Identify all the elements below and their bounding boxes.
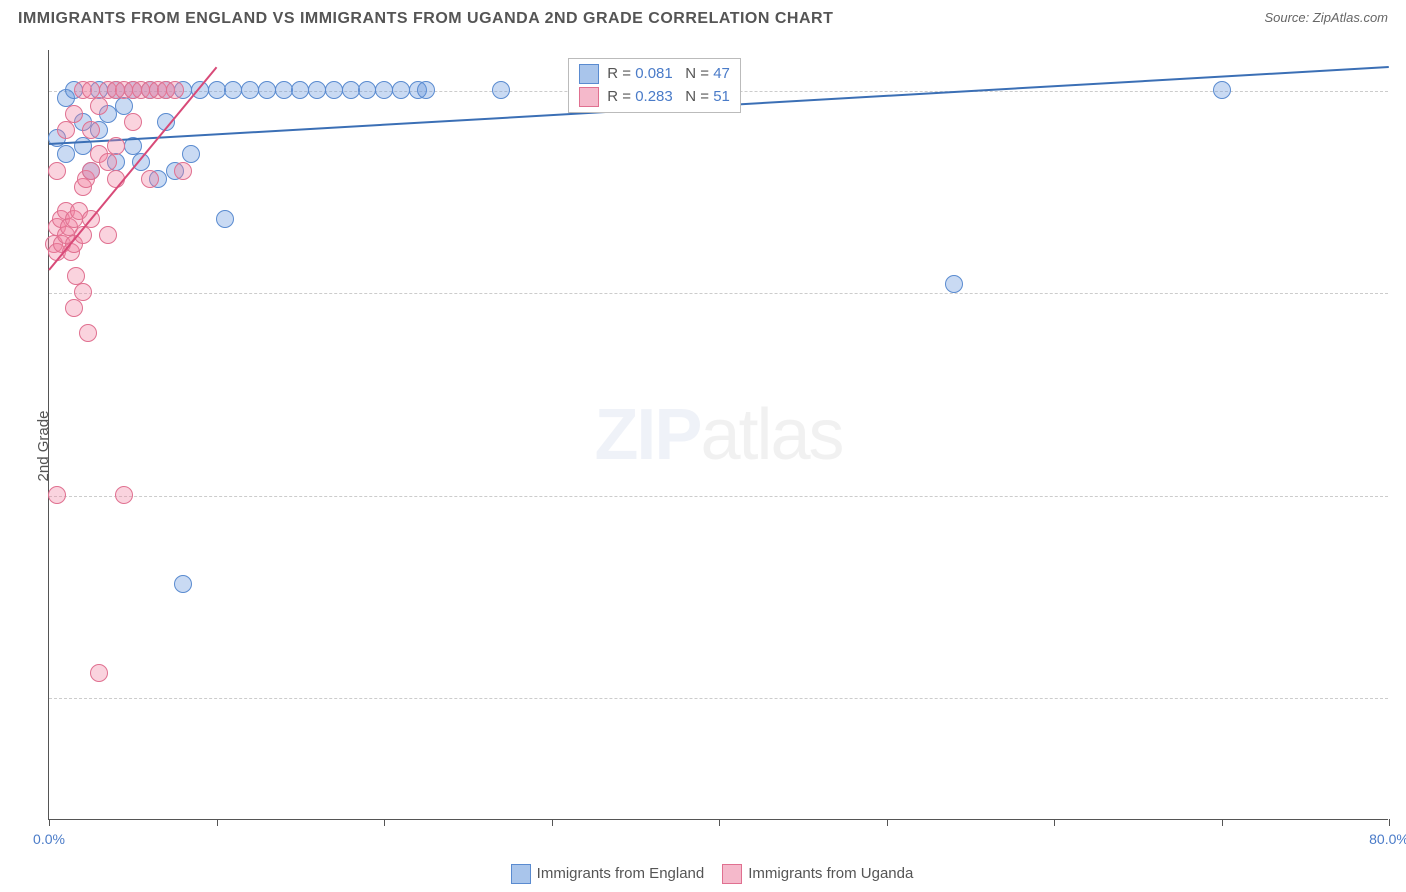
data-point	[392, 81, 410, 99]
data-point	[291, 81, 309, 99]
data-point	[342, 81, 360, 99]
legend-swatch	[579, 64, 599, 84]
legend-stats-row: R = 0.081 N = 47	[579, 63, 730, 86]
data-point	[258, 81, 276, 99]
y-tick-label: 92.5%	[1396, 690, 1406, 706]
x-tick	[719, 819, 720, 826]
legend-bottom: Immigrants from England Immigrants from U…	[0, 864, 1406, 884]
data-point	[48, 162, 66, 180]
legend-swatch	[722, 864, 742, 884]
data-point	[492, 81, 510, 99]
data-point	[174, 162, 192, 180]
data-point	[275, 81, 293, 99]
data-point	[166, 81, 184, 99]
x-tick	[1222, 819, 1223, 826]
legend-r-value: 0.283	[635, 88, 673, 105]
data-point	[216, 210, 234, 228]
chart-title: IMMIGRANTS FROM ENGLAND VS IMMIGRANTS FR…	[18, 10, 833, 27]
data-point	[74, 283, 92, 301]
data-point	[90, 664, 108, 682]
data-point	[82, 162, 100, 180]
x-tick	[887, 819, 888, 826]
data-point	[124, 113, 142, 131]
x-tick	[1389, 819, 1390, 826]
legend-series-name: Immigrants from Uganda	[748, 865, 913, 882]
watermark: ZIPatlas	[594, 394, 842, 476]
data-point	[358, 81, 376, 99]
data-point	[945, 275, 963, 293]
data-point	[82, 81, 100, 99]
gridline	[49, 496, 1388, 497]
legend-n-label: N =	[685, 65, 713, 82]
y-tick-label: 95.0%	[1396, 488, 1406, 504]
x-tick-label: 80.0%	[1369, 831, 1406, 847]
x-tick	[1054, 819, 1055, 826]
legend-n-label: N =	[685, 88, 713, 105]
data-point	[375, 81, 393, 99]
data-point	[65, 299, 83, 317]
legend-stats: R = 0.081 N = 47R = 0.283 N = 51	[568, 58, 741, 113]
x-tick	[552, 819, 553, 826]
legend-n-value: 51	[713, 88, 730, 105]
x-tick	[217, 819, 218, 826]
data-point	[241, 81, 259, 99]
data-point	[107, 137, 125, 155]
legend-n-value: 47	[713, 65, 730, 82]
y-tick-label: 97.5%	[1396, 285, 1406, 301]
legend-stats-row: R = 0.283 N = 51	[579, 86, 730, 109]
x-tick	[384, 819, 385, 826]
data-point	[99, 226, 117, 244]
data-point	[308, 81, 326, 99]
legend-series-name: Immigrants from England	[537, 865, 705, 882]
legend-swatch	[579, 87, 599, 107]
legend-r-label: R =	[607, 65, 635, 82]
source-label: Source: ZipAtlas.com	[1264, 10, 1388, 25]
data-point	[208, 81, 226, 99]
data-point	[57, 121, 75, 139]
data-point	[57, 145, 75, 163]
data-point	[79, 324, 97, 342]
data-point	[90, 97, 108, 115]
x-tick-label: 0.0%	[33, 831, 65, 847]
x-tick	[49, 819, 50, 826]
legend-r-label: R =	[607, 88, 635, 105]
legend-swatch	[511, 864, 531, 884]
data-point	[1213, 81, 1231, 99]
data-point	[141, 170, 159, 188]
data-point	[82, 121, 100, 139]
data-point	[48, 486, 66, 504]
y-tick-label: 100.0%	[1396, 83, 1406, 99]
data-point	[115, 486, 133, 504]
data-point	[182, 145, 200, 163]
data-point	[417, 81, 435, 99]
gridline	[49, 293, 1388, 294]
data-point	[325, 81, 343, 99]
plot-area: ZIPatlas 92.5%95.0%97.5%100.0%0.0%80.0%R…	[48, 50, 1388, 820]
watermark-thin: atlas	[700, 395, 842, 475]
data-point	[65, 105, 83, 123]
data-point	[174, 575, 192, 593]
data-point	[224, 81, 242, 99]
legend-r-value: 0.081	[635, 65, 673, 82]
gridline	[49, 698, 1388, 699]
watermark-bold: ZIP	[594, 395, 700, 475]
